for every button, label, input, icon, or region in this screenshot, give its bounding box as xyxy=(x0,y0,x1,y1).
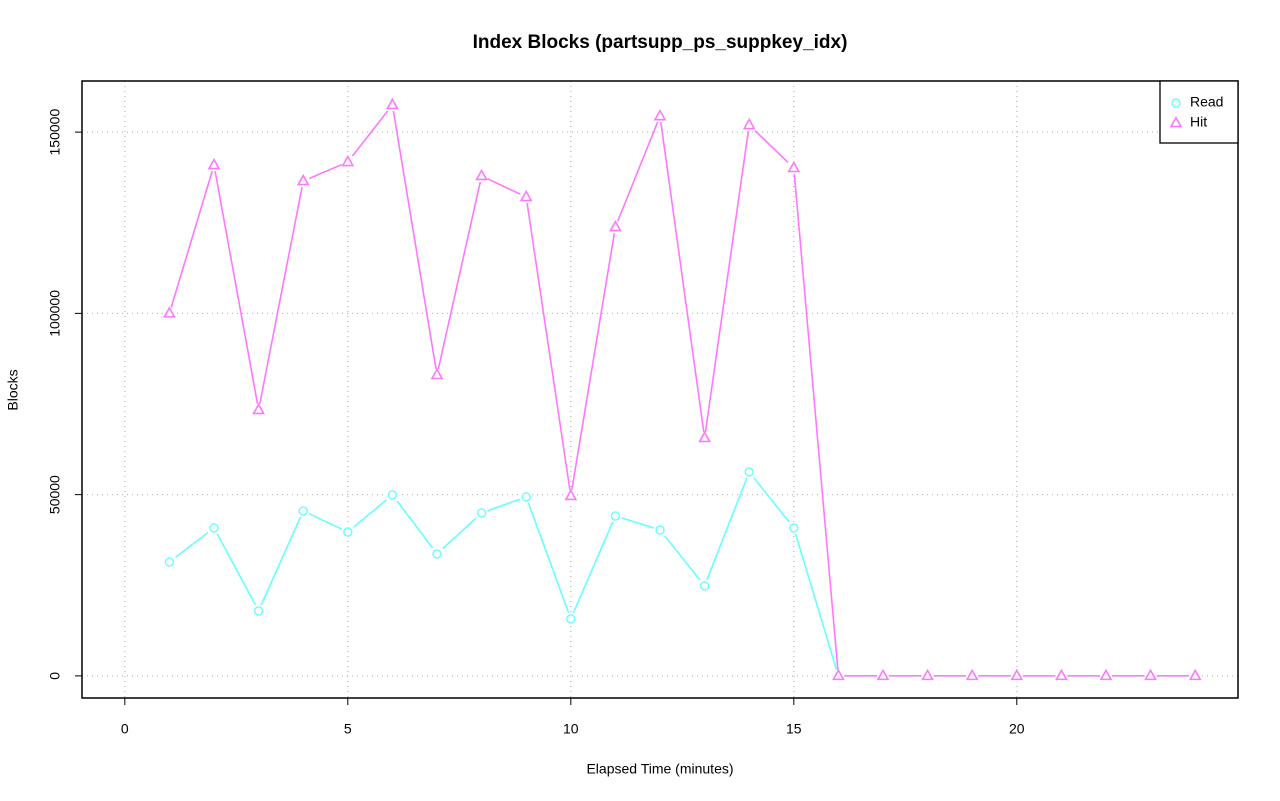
point xyxy=(475,168,488,181)
x-tick-label: 5 xyxy=(344,721,352,737)
point xyxy=(965,668,979,681)
point xyxy=(653,109,667,121)
plot-frame xyxy=(81,80,1239,699)
point xyxy=(387,490,398,500)
point xyxy=(1144,668,1157,681)
point xyxy=(1010,668,1024,681)
point xyxy=(296,173,310,186)
chart-title: Index Blocks (partsupp_ps_suppkey_idx) xyxy=(473,32,848,53)
point xyxy=(564,488,578,501)
point xyxy=(610,511,621,521)
point xyxy=(789,523,799,533)
legend-marker xyxy=(1171,98,1181,108)
y-axis-label: Blocks xyxy=(5,369,21,410)
y-tick-label: 50000 xyxy=(47,475,63,514)
y-tick-label: 0 xyxy=(47,672,63,680)
x-tick-label: 10 xyxy=(563,721,579,737)
x-tick-label: 20 xyxy=(1009,721,1025,737)
legend-label: Read xyxy=(1190,94,1223,110)
point xyxy=(566,614,576,624)
legend-box xyxy=(1159,80,1239,144)
point xyxy=(698,430,711,443)
point xyxy=(298,506,308,516)
point xyxy=(1188,668,1202,681)
point xyxy=(744,467,754,477)
x-axis-label: Elapsed Time (minutes) xyxy=(586,761,733,777)
point-bg xyxy=(297,504,310,517)
point xyxy=(252,402,265,415)
point xyxy=(476,508,487,518)
point xyxy=(921,668,934,681)
point xyxy=(1099,668,1113,681)
point xyxy=(430,367,444,380)
y-tick-label: 150000 xyxy=(47,109,63,156)
point xyxy=(343,527,353,537)
point xyxy=(164,557,175,567)
series-line xyxy=(168,470,1196,677)
point xyxy=(1055,668,1068,681)
point xyxy=(432,549,442,559)
point xyxy=(655,525,665,535)
point xyxy=(341,154,355,167)
point xyxy=(163,306,176,318)
y-tick-label: 100000 xyxy=(47,290,63,337)
point xyxy=(253,606,264,616)
x-tick-label: 0 xyxy=(121,721,129,737)
point xyxy=(519,189,533,202)
point xyxy=(742,117,756,130)
point xyxy=(609,219,622,232)
point xyxy=(386,97,399,110)
series-line xyxy=(168,102,1196,677)
point xyxy=(832,668,845,681)
point xyxy=(521,492,531,502)
point xyxy=(787,160,801,173)
x-tick-label: 15 xyxy=(786,721,802,737)
legend-label: Hit xyxy=(1190,114,1207,130)
point xyxy=(209,523,219,533)
point xyxy=(699,581,710,591)
point xyxy=(876,668,890,681)
point xyxy=(207,157,221,170)
legend-marker xyxy=(1169,115,1183,128)
